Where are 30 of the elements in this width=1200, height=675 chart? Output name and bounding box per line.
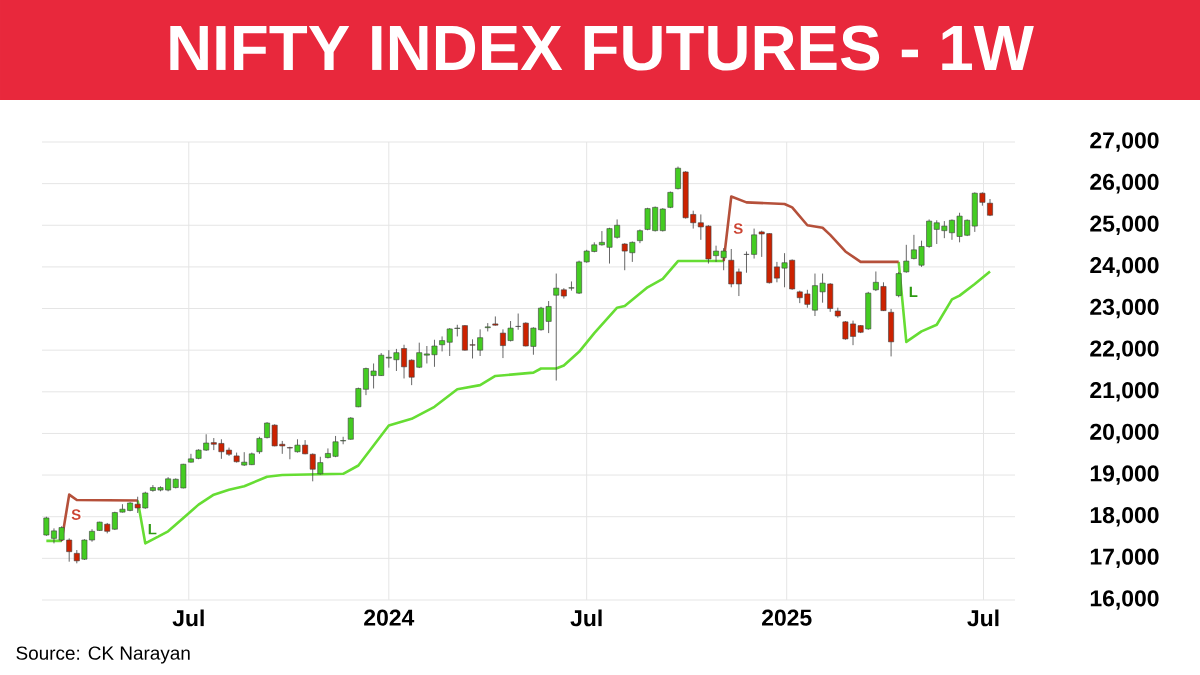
- y-tick-label: 23,000: [1090, 298, 1159, 319]
- y-tick-label: 20,000: [1090, 423, 1159, 444]
- x-tick-label: 2025: [762, 609, 812, 626]
- chart-title: NIFTY INDEX FUTURES - 1W: [170, 25, 1034, 71]
- y-tick-label: 26,000: [1090, 173, 1159, 194]
- y-tick-label: 27,000: [1090, 132, 1159, 152]
- y-tick-label: 19,000: [1090, 465, 1159, 485]
- candlestick: [492, 316, 499, 326]
- annotation: S: [733, 223, 743, 234]
- candlestick: [241, 451, 248, 467]
- candlestick: [347, 416, 354, 441]
- candlestick: [903, 244, 910, 274]
- y-tick-label: 24,000: [1090, 257, 1159, 277]
- candlestick: [659, 207, 666, 232]
- y-tick-label: 18,000: [1090, 506, 1159, 527]
- y-tick-label: 22,000: [1090, 340, 1159, 360]
- y-tick-label: 17,000: [1090, 548, 1159, 569]
- y-tick-label: 16,000: [1090, 590, 1159, 610]
- annotation: S: [71, 509, 81, 520]
- source-note: Source: CK Narayan: [16, 646, 190, 664]
- candlestick: [553, 273, 560, 381]
- x-tick-label: 2024: [364, 609, 415, 626]
- x-tick-label: Jul: [570, 609, 602, 627]
- annotation: L: [909, 286, 918, 298]
- candlestick: [895, 271, 902, 298]
- x-tick-label: Jul: [172, 609, 204, 627]
- y-tick-label: 21,000: [1090, 382, 1159, 402]
- y-tick-label: 25,000: [1090, 215, 1159, 236]
- x-tick-label: Jul: [967, 609, 999, 627]
- annotation: L: [148, 524, 157, 535]
